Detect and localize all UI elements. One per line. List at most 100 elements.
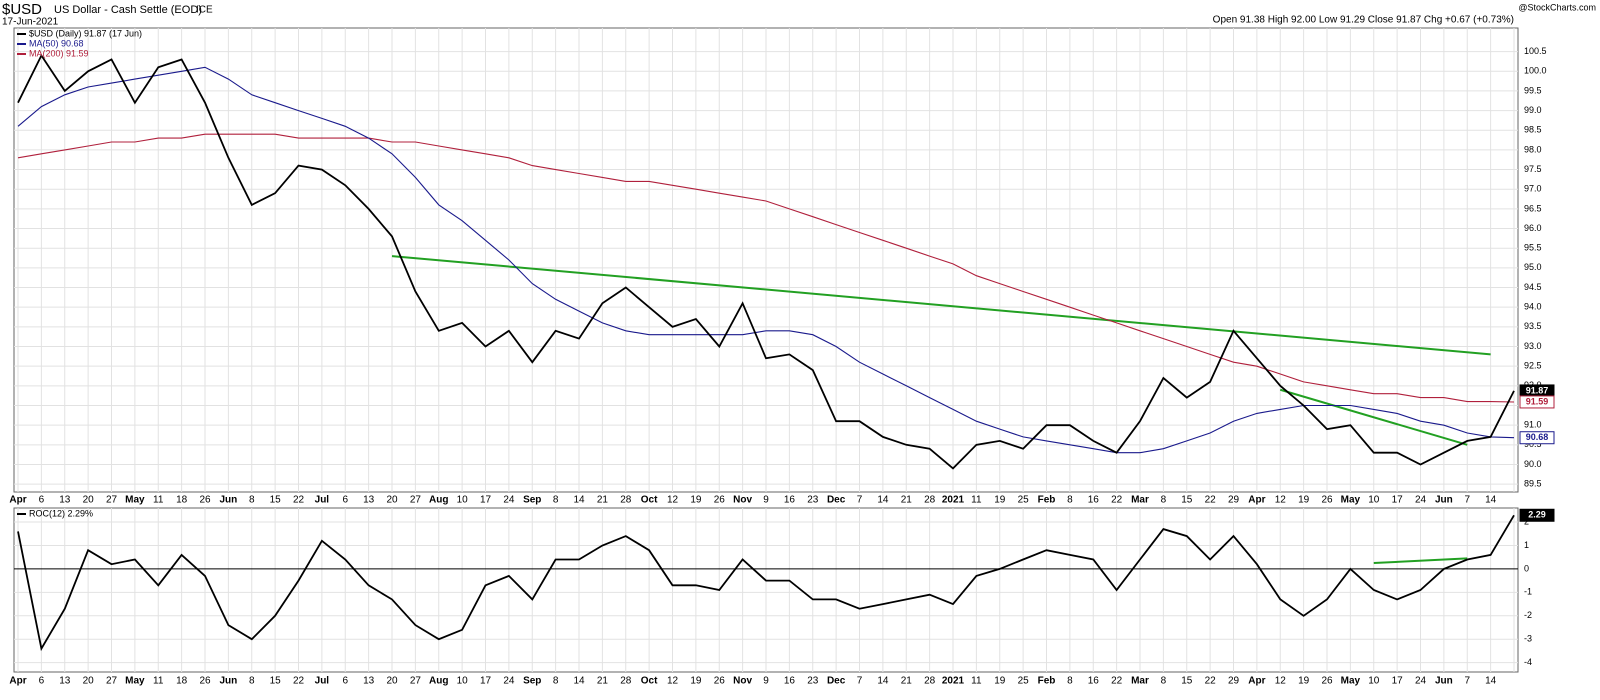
value-badge-label: 2.29: [1528, 510, 1546, 520]
x-tick-label: 8: [1161, 676, 1167, 687]
x-tick-label: 13: [363, 495, 375, 506]
x-tick-label: 15: [270, 495, 282, 506]
x-tick-label: Nov: [733, 676, 752, 687]
x-tick-label: 28: [620, 676, 632, 687]
x-tick-label: Aug: [429, 495, 448, 506]
x-tick-label: 6: [39, 676, 45, 687]
x-tick-label: May: [1341, 495, 1361, 506]
y-tick-label: -3: [1524, 634, 1532, 644]
x-tick-label: Jul: [315, 676, 330, 687]
x-tick-label: Apr: [9, 676, 26, 687]
x-tick-label: 10: [1368, 495, 1380, 506]
y-tick-label: 94.5: [1524, 282, 1542, 292]
legend-entry: ROC(12) 2.29%: [29, 508, 93, 518]
x-tick-label: 23: [807, 495, 819, 506]
x-tick-label: Nov: [733, 495, 752, 506]
x-tick-label: 25: [1018, 676, 1030, 687]
x-tick-label: 12: [667, 676, 679, 687]
x-tick-label: 6: [39, 495, 45, 506]
x-tick-label: 19: [690, 676, 702, 687]
y-tick-label: 93.5: [1524, 321, 1542, 331]
series-line: [17, 53, 1515, 470]
x-tick-label: 11: [971, 495, 982, 506]
x-tick-label: 17: [480, 495, 492, 506]
x-tick-label: 25: [1018, 495, 1030, 506]
x-tick-label: 20: [386, 495, 398, 506]
x-tick-label: 22: [1205, 676, 1217, 687]
x-tick-label: 28: [620, 495, 632, 506]
x-tick-label: 9: [763, 495, 769, 506]
x-tick-label: 27: [410, 676, 422, 687]
x-tick-label: 8: [553, 676, 559, 687]
y-tick-label: 99.5: [1524, 85, 1542, 95]
x-tick-label: 24: [503, 495, 515, 506]
x-tick-label: 22: [1111, 676, 1123, 687]
x-tick-label: 20: [83, 676, 95, 687]
x-tick-label: 19: [994, 676, 1006, 687]
legend-entry: $USD (Daily) 91.87 (17 Jun): [29, 28, 142, 38]
x-tick-label: Dec: [827, 676, 846, 687]
x-tick-label: 6: [342, 676, 348, 687]
x-tick-label: 2021: [942, 495, 965, 506]
x-tick-label: 14: [573, 495, 585, 506]
y-tick-label: -4: [1524, 657, 1532, 667]
x-tick-label: 8: [553, 495, 559, 506]
x-tick-label: 13: [59, 676, 71, 687]
series-line: [17, 66, 1515, 454]
x-tick-label: 21: [901, 676, 913, 687]
x-tick-label: 16: [784, 495, 796, 506]
x-tick-label: 10: [457, 676, 469, 687]
x-tick-label: 20: [83, 495, 95, 506]
quote: Open 91.38 High 92.00 Low 91.29 Close 91…: [1213, 15, 1514, 26]
x-tick-label: May: [125, 676, 145, 687]
trendline: [1373, 557, 1468, 565]
x-tick-label: 26: [714, 495, 726, 506]
x-tick-label: May: [125, 495, 145, 506]
y-tick-label: 94.0: [1524, 302, 1542, 312]
x-tick-label: Oct: [641, 676, 658, 687]
x-tick-label: 7: [1464, 495, 1470, 506]
date: 17-Jun-2021: [2, 17, 59, 28]
x-tick-label: 8: [1067, 495, 1073, 506]
x-tick-label: 13: [363, 676, 375, 687]
value-badge: [1519, 508, 1555, 522]
x-tick-label: Mar: [1131, 495, 1149, 506]
x-tick-label: Mar: [1131, 676, 1149, 687]
y-tick-label: 100.5: [1524, 46, 1547, 56]
x-tick-label: 24: [1415, 495, 1427, 506]
x-tick-label: 23: [807, 676, 819, 687]
x-tick-label: 27: [106, 495, 118, 506]
y-tick-label: 1: [1524, 540, 1529, 550]
ticker: $USD: [2, 1, 42, 18]
y-tick-label: 95.0: [1524, 262, 1542, 272]
x-tick-label: 8: [1161, 495, 1167, 506]
x-tick-label: 26: [714, 676, 726, 687]
x-tick-label: 27: [410, 495, 422, 506]
x-tick-label: Feb: [1038, 676, 1056, 687]
y-tick-label: 90.0: [1524, 459, 1542, 469]
y-tick-label: 91.0: [1524, 420, 1542, 430]
x-tick-label: 21: [901, 495, 913, 506]
value-badge-label: 91.87: [1526, 385, 1549, 395]
x-tick-label: 26: [1321, 676, 1333, 687]
x-tick-label: 10: [457, 495, 469, 506]
y-tick-label: 92.5: [1524, 361, 1542, 371]
y-tick-label: 95.5: [1524, 243, 1542, 253]
x-tick-label: Dec: [827, 495, 846, 506]
x-tick-label: 14: [1485, 676, 1497, 687]
x-tick-label: 26: [1321, 495, 1333, 506]
value-badge: [1519, 395, 1555, 409]
x-tick-label: Jun: [1435, 676, 1453, 687]
series-line: [17, 514, 1515, 652]
x-tick-label: Sep: [523, 676, 541, 687]
legend-entry: MA(50) 90.68: [29, 38, 84, 48]
x-tick-label: 26: [199, 495, 211, 506]
x-tick-label: 18: [176, 495, 188, 506]
x-tick-label: 9: [763, 676, 769, 687]
y-tick-label: 89.5: [1524, 479, 1542, 489]
x-tick-label: 7: [857, 676, 863, 687]
x-tick-label: 20: [386, 676, 398, 687]
x-tick-label: Oct: [641, 495, 658, 506]
x-tick-label: 28: [924, 495, 936, 506]
